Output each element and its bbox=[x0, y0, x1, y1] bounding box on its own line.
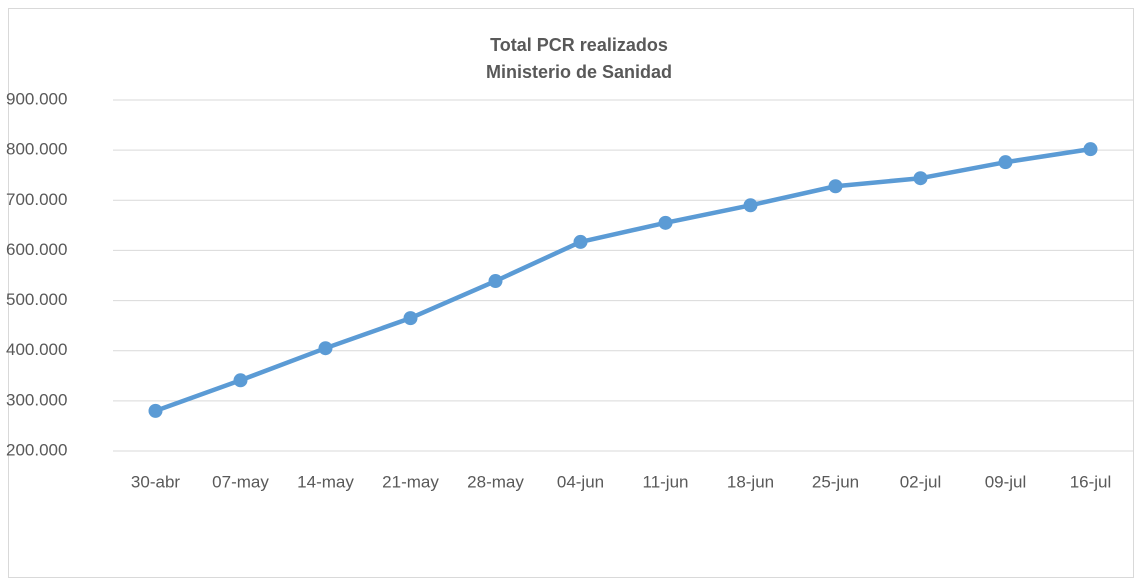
y-tick-label: 400.000 bbox=[6, 340, 67, 359]
marker bbox=[658, 215, 673, 230]
y-tick-label: 800.000 bbox=[6, 140, 67, 159]
x-tick-label: 14-may bbox=[297, 472, 354, 491]
chart-subtitle: Ministerio de Sanidad bbox=[486, 62, 672, 82]
x-tick-label: 25-jun bbox=[812, 472, 859, 491]
marker bbox=[573, 234, 588, 249]
x-tick-label: 21-may bbox=[382, 472, 439, 491]
marker bbox=[233, 373, 248, 388]
y-tick-label: 300.000 bbox=[6, 390, 67, 409]
y-tick-label: 500.000 bbox=[6, 290, 67, 309]
x-tick-label: 11-jun bbox=[643, 472, 689, 491]
x-tick-label: 28-may bbox=[467, 472, 524, 491]
marker bbox=[828, 179, 843, 194]
line bbox=[154, 146, 1091, 414]
y-tick-label: 900.000 bbox=[6, 89, 67, 108]
marker bbox=[403, 311, 418, 326]
chart-title: Total PCR realizados bbox=[490, 35, 668, 55]
x-tick-label: 30-abr bbox=[131, 472, 180, 491]
y-tick-label: 200.000 bbox=[6, 440, 67, 459]
marker bbox=[318, 341, 333, 356]
marker bbox=[148, 403, 163, 418]
x-tick-label: 07-may bbox=[212, 472, 269, 491]
y-tick-label: 600.000 bbox=[6, 240, 67, 259]
marker bbox=[743, 198, 758, 213]
marker bbox=[998, 155, 1013, 170]
marker bbox=[488, 274, 503, 289]
x-tick-label: 04-jun bbox=[557, 472, 604, 491]
x-tick-label: 02-jul bbox=[900, 472, 942, 491]
y-tick-label: 700.000 bbox=[6, 190, 67, 209]
chart-frame bbox=[8, 8, 1134, 578]
marker bbox=[1083, 142, 1098, 157]
x-tick-label: 09-jul bbox=[985, 472, 1027, 491]
x-tick-label: 16-jul bbox=[1070, 472, 1112, 491]
marker bbox=[913, 171, 928, 186]
x-tick-label: 18-jun bbox=[727, 472, 774, 491]
